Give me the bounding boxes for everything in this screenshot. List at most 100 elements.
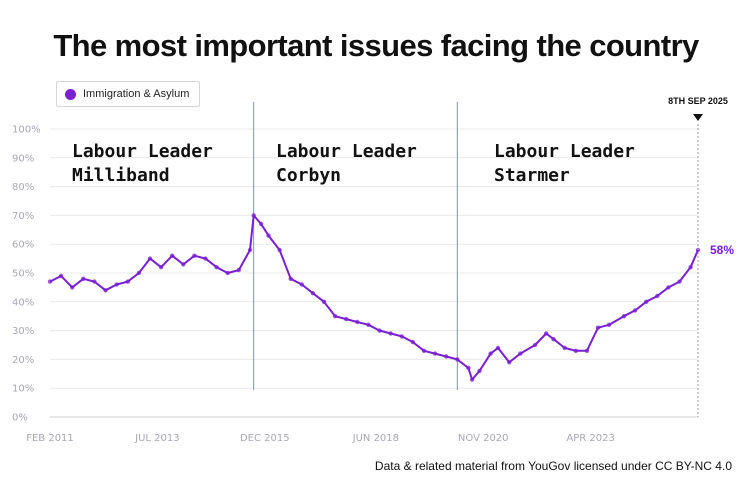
data-point: [136, 270, 142, 276]
data-point: [92, 279, 97, 284]
data-point: [251, 213, 256, 218]
data-point: [236, 267, 241, 273]
data-point: [377, 328, 382, 333]
data-point: [621, 314, 627, 319]
data-point: [644, 299, 649, 304]
period-label-line2: Starmer: [494, 165, 570, 186]
data-point: [147, 256, 153, 261]
data-point: [677, 279, 682, 284]
series-line: [49, 214, 699, 381]
data-point: [551, 337, 556, 342]
period-label-line1: Labour Leader: [72, 141, 213, 162]
data-point: [444, 354, 449, 359]
y-tick-label: 0%: [12, 413, 28, 424]
period-label-line2: Corbyn: [276, 165, 341, 186]
data-point: [310, 291, 316, 296]
y-tick-label: 100%: [12, 125, 41, 136]
data-point: [70, 285, 75, 290]
data-point: [410, 339, 416, 345]
data-point: [544, 331, 549, 336]
y-tick-label: 70%: [12, 211, 34, 222]
data-point: [125, 279, 130, 284]
data-point: [507, 360, 512, 365]
data-point: [81, 276, 86, 281]
data-point: [203, 256, 208, 261]
x-tick-label: JUN 2018: [352, 433, 399, 444]
data-point: [584, 348, 590, 353]
data-point: [332, 314, 338, 319]
data-point: [655, 293, 660, 299]
period-label-line2: Milliband: [72, 165, 170, 186]
data-point: [288, 276, 293, 281]
legend-label: Immigration & Asylum: [83, 88, 190, 100]
data-point: [299, 282, 304, 287]
data-point: [399, 334, 404, 339]
y-tick-label: 40%: [12, 297, 34, 308]
data-point: [469, 377, 475, 382]
y-tick-label: 30%: [12, 326, 34, 337]
data-point: [455, 357, 460, 362]
legend-dot-icon: [65, 88, 76, 100]
data-point: [355, 319, 360, 325]
data-point: [103, 288, 108, 293]
x-tick-label: APR 2023: [566, 433, 614, 444]
period-dividers: [253, 102, 458, 390]
legend[interactable]: Immigration & Asylum: [56, 81, 201, 107]
data-point: [58, 273, 64, 279]
y-tick-label: 90%: [12, 153, 34, 164]
data-point: [114, 282, 119, 287]
data-point: [477, 368, 482, 374]
chart-title: The most important issues facing the cou…: [53, 28, 699, 63]
data-point: [573, 348, 578, 353]
data-point: [214, 265, 219, 270]
y-tick-label: 50%: [12, 269, 34, 280]
data-credit: Data & related material from YouGov lice…: [374, 459, 732, 473]
period-labels: Labour Leader Milliband Labour Leader Corby…: [72, 141, 635, 186]
data-point: [388, 331, 393, 336]
data-point: [192, 253, 197, 258]
data-point: [595, 325, 601, 330]
x-tick-label: JUL 2013: [134, 433, 179, 444]
series-layer: [47, 213, 701, 382]
data-point: [432, 351, 438, 356]
data-point: [366, 322, 371, 327]
data-point: [632, 308, 638, 313]
data-point: [170, 253, 175, 258]
data-point: [606, 322, 612, 327]
y-tick-label: 10%: [12, 384, 34, 395]
y-axis-ticks: 0% 10% 20% 30% 40% 50% 60% 70% 80% 90% 100%: [12, 125, 41, 424]
x-tick-label: FEB 2011: [26, 433, 74, 444]
data-point: [266, 233, 271, 238]
data-point: [518, 351, 523, 356]
data-point: [421, 348, 427, 353]
data-point: [225, 270, 230, 276]
x-tick-label: DEC 2015: [240, 433, 290, 444]
data-point: [562, 345, 567, 351]
data-point: [466, 365, 471, 371]
grid-lines: [50, 128, 698, 418]
data-point: [666, 285, 671, 290]
data-point: [277, 247, 282, 253]
period-label-line1: Labour Leader: [494, 141, 635, 162]
data-point: [321, 299, 327, 304]
end-marker-triangle-icon: [693, 114, 703, 121]
data-point: [688, 265, 693, 270]
end-marker: 8TH SEP 2025 58%: [668, 96, 734, 417]
data-point: [181, 262, 186, 267]
data-point: [488, 351, 493, 356]
x-tick-label: NOV 2020: [458, 433, 509, 444]
end-value-label: 58%: [710, 243, 734, 257]
end-marker-date-label: 8TH SEP 2025: [668, 96, 728, 106]
data-point: [495, 345, 501, 351]
x-axis-ticks: FEB 2011 JUL 2013 DEC 2015 JUN 2018 NOV 2020…: [26, 433, 615, 444]
period-label-line1: Labour Leader: [276, 141, 417, 162]
y-tick-label: 60%: [12, 240, 34, 251]
y-tick-label: 80%: [12, 182, 34, 193]
y-tick-label: 20%: [12, 355, 34, 366]
data-point: [158, 265, 164, 270]
data-point: [532, 342, 538, 348]
data-point: [258, 221, 264, 227]
data-point: [47, 279, 53, 284]
data-point: [344, 316, 349, 322]
